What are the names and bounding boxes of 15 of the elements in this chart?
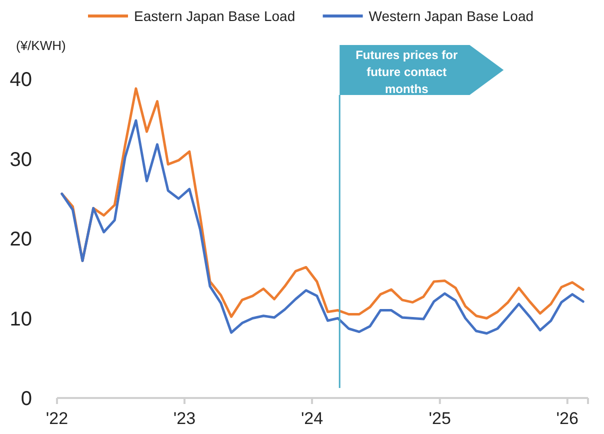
y-tick-label: 30 [10, 148, 32, 171]
x-tick-label: '25 [428, 409, 451, 428]
x-tick-label: '23 [173, 409, 196, 428]
y-tick-label: 40 [10, 69, 32, 91]
x-tick-label: '26 [556, 409, 578, 428]
ref-line-label: Futures prices for future contact months [356, 48, 458, 96]
y-tick-label: 10 [10, 308, 32, 330]
y-tick-label: 0 [20, 388, 32, 410]
y-axis-title: (¥/KWH) [16, 38, 66, 53]
x-tick-label: '22 [46, 409, 68, 428]
x-tick-label: '24 [300, 409, 324, 428]
legend-label: Western Japan Base Load [368, 8, 534, 24]
legend-label: Eastern Japan Base Load [134, 8, 296, 24]
line-series [60, 119, 584, 335]
y-tick-label: 20 [10, 228, 32, 250]
